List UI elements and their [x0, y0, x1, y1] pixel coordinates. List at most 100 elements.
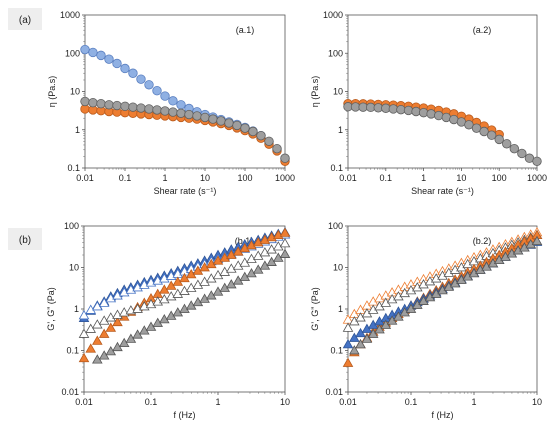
data-point	[152, 85, 162, 96]
data-point	[165, 291, 177, 301]
data-point	[88, 97, 98, 108]
y-tick-label: 10	[69, 263, 79, 273]
x-tick-label: 10	[456, 173, 466, 183]
data-point	[128, 68, 138, 78]
data-point	[176, 108, 186, 118]
data-point	[342, 357, 354, 367]
data-point	[112, 316, 123, 327]
x-tick-label: 0.1	[119, 173, 132, 183]
chart-b1: 0.01 0.1 1 10 0.01 0.1 1 10 100 f (Hz) G’, G” (Pa)…	[46, 221, 291, 420]
data-point	[105, 312, 117, 322]
data-point	[159, 294, 170, 304]
data-point	[426, 109, 436, 119]
series-4	[349, 235, 543, 355]
data-point	[118, 287, 130, 297]
data-point	[502, 139, 512, 149]
data-point	[355, 339, 366, 349]
y-tick-label: 100	[328, 221, 343, 231]
y-axis-label: η (Pa.s)	[310, 76, 320, 108]
data-point	[342, 322, 354, 332]
y-axis-label: G’, G” (Pa)	[310, 287, 320, 331]
panel-label: (b.2)	[473, 236, 492, 246]
chart-b2: 0.01 0.1 1 10 0.01 0.1 1 10 100 f (Hz) G’, G” (Pa)…	[310, 221, 543, 420]
data-point	[184, 109, 194, 120]
data-point	[464, 120, 474, 130]
y-tick-label: 0.01	[61, 387, 79, 397]
data-point	[226, 263, 237, 273]
data-point	[168, 107, 178, 117]
data-point	[98, 328, 110, 338]
x-tick-label: 1	[215, 397, 220, 407]
data-point	[136, 103, 146, 113]
data-point	[349, 345, 360, 355]
data-point	[272, 143, 282, 154]
x-tick-label: 100	[237, 173, 252, 183]
data-point	[208, 114, 218, 124]
data-point	[160, 91, 170, 101]
x-tick-label: 1	[471, 397, 476, 407]
y-tick-label: 0.1	[330, 163, 343, 173]
data-point	[159, 273, 170, 283]
data-point	[132, 282, 143, 292]
data-point	[279, 238, 291, 248]
data-point	[517, 148, 527, 159]
x-tick-label: 1	[162, 173, 167, 183]
data-point	[176, 100, 186, 110]
x-tick-label: 10	[280, 397, 290, 407]
data-point	[232, 120, 242, 131]
y-axis-label: G’, G” (Pa)	[46, 287, 56, 331]
y-tick-label: 1	[75, 125, 80, 135]
x-tick-label: 0.1	[145, 397, 158, 407]
y-tick-label: 1	[338, 304, 343, 314]
data-point	[361, 333, 373, 343]
y-tick-label: 100	[64, 221, 79, 231]
x-tick-label: 1	[421, 173, 426, 183]
x-axis-label: Shear rate (s⁻¹)	[411, 186, 474, 196]
data-point	[367, 328, 379, 338]
data-point	[85, 343, 97, 353]
y-tick-label: 100	[328, 48, 343, 58]
x-tick-label: 1000	[527, 173, 547, 183]
data-point	[342, 339, 354, 349]
data-point	[92, 335, 103, 345]
data-point	[486, 130, 497, 140]
data-point	[78, 352, 90, 363]
data-point	[479, 126, 489, 137]
data-point	[256, 130, 266, 141]
x-axis-label: f (Hz)	[174, 410, 196, 420]
data-point	[216, 116, 226, 126]
data-point	[259, 247, 271, 257]
panel-label: (a.2)	[473, 25, 492, 35]
data-point	[531, 235, 543, 246]
data-point	[120, 101, 130, 112]
data-point	[105, 292, 117, 303]
data-point	[136, 74, 146, 84]
x-tick-label: 0.1	[405, 397, 418, 407]
x-tick-label: 0.1	[380, 173, 393, 183]
data-point	[494, 134, 504, 145]
data-point	[145, 298, 157, 309]
series-2	[78, 227, 291, 363]
data-point	[509, 143, 520, 154]
y-tick-label: 1000	[60, 10, 80, 20]
data-point	[532, 156, 542, 166]
data-point	[112, 58, 122, 69]
data-point	[349, 332, 360, 342]
row-label-a-text: (a)	[19, 15, 31, 26]
data-point	[88, 47, 98, 58]
y-tick-label: 1	[74, 304, 79, 314]
row-label-b-text: (b)	[19, 235, 31, 246]
x-tick-label: 0.01	[76, 173, 94, 183]
series-4	[92, 248, 291, 364]
data-point	[78, 310, 90, 320]
data-point	[192, 111, 202, 121]
data-point	[144, 104, 154, 114]
x-tick-label: 0.01	[75, 397, 93, 407]
data-point	[240, 123, 250, 133]
data-point	[279, 248, 291, 258]
data-point	[152, 105, 162, 115]
x-tick-label: 1000	[275, 173, 295, 183]
